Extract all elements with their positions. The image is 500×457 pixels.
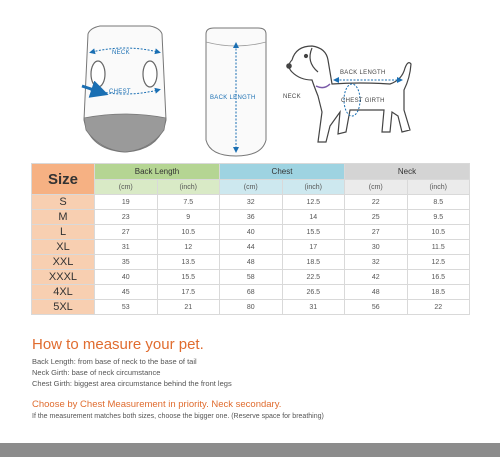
measurement-cell: 12.5 <box>406 254 470 270</box>
size-cell: L <box>31 224 95 240</box>
measurement-cell: 25 <box>344 209 408 225</box>
table-row: S 19 7.5 32 12.5 22 8.5 <box>31 194 470 210</box>
measurement-cell: 40 <box>94 269 158 285</box>
back-length-label: BACK LENGTH <box>210 95 256 101</box>
measurement-cell: 11.5 <box>406 239 470 255</box>
measurement-cell: 45 <box>94 284 158 300</box>
measurement-cell: 9 <box>156 209 220 225</box>
measurement-cell: 13.5 <box>156 254 220 270</box>
size-cell: XXL <box>31 254 95 270</box>
table-row: XL 31 12 44 17 30 11.5 <box>31 239 470 255</box>
note-chest-girth: Chest Girth: biggest area circumstance b… <box>32 379 232 388</box>
measurement-cell: 12 <box>156 239 220 255</box>
back-length-header: Back Length <box>94 163 220 180</box>
table-row: 5XL 53 21 80 31 56 22 <box>31 299 470 315</box>
note-back-length: Back Length: from base of neck to the ba… <box>32 357 197 366</box>
table-row: 4XL 45 17.5 68 26.5 48 18.5 <box>31 284 470 300</box>
measurement-cell: 12.5 <box>281 194 345 210</box>
unit-cell: (inch) <box>406 179 470 195</box>
measurement-cell: 31 <box>94 239 158 255</box>
table-header-row: Size Back Length Chest Neck <box>31 163 470 195</box>
dog-back-length-label: BACK LENGTH <box>340 70 386 76</box>
measurement-cell: 36 <box>219 209 283 225</box>
measurement-illustration: NECK CHEST BACK LENGTH BACK LENGTH NECK … <box>0 0 500 160</box>
measurement-cell: 27 <box>94 224 158 240</box>
measurement-cell: 31 <box>281 299 345 315</box>
size-table-body: Size Back Length Chest Neck (cm) (inch) … <box>31 163 470 315</box>
chest-label: CHEST <box>109 89 131 95</box>
measurement-cell: 19 <box>94 194 158 210</box>
unit-cell: (cm) <box>94 179 158 195</box>
size-cell: 4XL <box>31 284 95 300</box>
unit-cell: (inch) <box>281 179 345 195</box>
how-to-measure-title: How to measure your pet. <box>32 336 204 353</box>
garment-illustrations <box>81 25 412 157</box>
unit-cell: (cm) <box>219 179 283 195</box>
measurement-cell: 44 <box>219 239 283 255</box>
back-garment-shape <box>205 27 267 157</box>
chest-header: Chest <box>219 163 345 180</box>
footer-bar <box>0 443 500 457</box>
size-cell: XXXL <box>31 269 95 285</box>
measurement-cell: 58 <box>219 269 283 285</box>
measurement-cell: 53 <box>94 299 158 315</box>
measurement-notes: Back Length: from base of neck to the ba… <box>32 356 232 389</box>
measurement-cell: 18.5 <box>281 254 345 270</box>
unit-cell: (inch) <box>156 179 220 195</box>
size-header: Size <box>31 163 95 195</box>
measurement-cell: 17.5 <box>156 284 220 300</box>
measurement-cell: 15.5 <box>156 269 220 285</box>
measurement-cell: 22.5 <box>281 269 345 285</box>
front-garment-shape <box>81 25 167 153</box>
measurement-cell: 21 <box>156 299 220 315</box>
unit-cell: (cm) <box>344 179 408 195</box>
size-chart-table: Size Back Length Chest Neck (cm) (inch) … <box>31 163 470 315</box>
measurement-cell: 48 <box>344 284 408 300</box>
measurement-cell: 16.5 <box>406 269 470 285</box>
measurement-cell: 9.5 <box>406 209 470 225</box>
measurement-cell: 40 <box>219 224 283 240</box>
measurement-cell: 68 <box>219 284 283 300</box>
measurement-cell: 18.5 <box>406 284 470 300</box>
measurement-cell: 30 <box>344 239 408 255</box>
size-cell: S <box>31 194 95 210</box>
note-neck-girth: Neck Girth: base of neck circumstance <box>32 368 161 377</box>
measurement-cell: 27 <box>344 224 408 240</box>
measurement-cell: 10.5 <box>406 224 470 240</box>
measurement-cell: 15.5 <box>281 224 345 240</box>
measurement-cell: 48 <box>219 254 283 270</box>
size-cell: XL <box>31 239 95 255</box>
priority-note: If the measurement matches both sizes, c… <box>32 413 324 420</box>
table-row: M 23 9 36 14 25 9.5 <box>31 209 470 225</box>
measurement-cell: 17 <box>281 239 345 255</box>
measurement-cell: 8.5 <box>406 194 470 210</box>
measurement-cell: 22 <box>406 299 470 315</box>
dog-drawing <box>286 45 412 143</box>
measurement-cell: 14 <box>281 209 345 225</box>
measurement-cell: 10.5 <box>156 224 220 240</box>
measurement-cell: 23 <box>94 209 158 225</box>
size-cell: 5XL <box>31 299 95 315</box>
neck-header: Neck <box>344 163 470 180</box>
measurement-cell: 56 <box>344 299 408 315</box>
measurement-cell: 35 <box>94 254 158 270</box>
neck-label: NECK <box>112 50 130 56</box>
table-row: L 27 10.5 40 15.5 27 10.5 <box>31 224 470 240</box>
dog-neck-label: NECK <box>283 94 301 100</box>
unit-header-row: (cm) (inch) (cm) (inch) (cm) (inch) <box>32 179 470 195</box>
priority-text: Choose by Chest Measurement in priority.… <box>32 399 282 410</box>
measurement-cell: 32 <box>219 194 283 210</box>
measurement-cell: 32 <box>344 254 408 270</box>
measurement-cell: 42 <box>344 269 408 285</box>
measurement-cell: 22 <box>344 194 408 210</box>
dog-chest-girth-label: CHEST GIRTH <box>341 98 385 104</box>
table-row: XXL 35 13.5 48 18.5 32 12.5 <box>31 254 470 270</box>
measurement-cell: 80 <box>219 299 283 315</box>
size-cell: M <box>31 209 95 225</box>
measurement-cell: 7.5 <box>156 194 220 210</box>
table-row: XXXL 40 15.5 58 22.5 42 16.5 <box>31 269 470 285</box>
measurement-cell: 26.5 <box>281 284 345 300</box>
